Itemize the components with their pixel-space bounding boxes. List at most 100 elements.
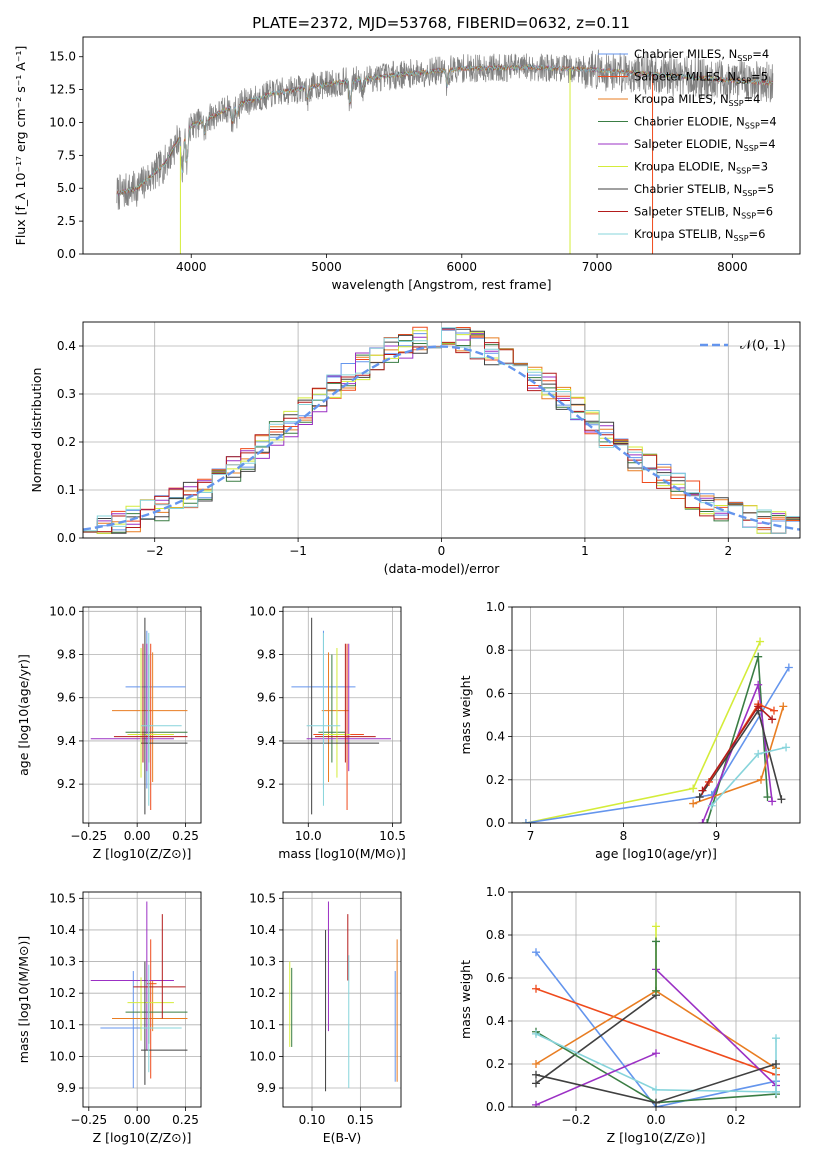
tick-label-y: 0.4 [486,1014,505,1028]
weight-marker [754,680,763,689]
weight-marker [779,702,788,711]
tick-label-x: 10.0 [295,829,322,843]
tick-label-y: 10.1 [49,1018,76,1032]
axes-frame [82,36,801,255]
axis-label-x: Z [log10(Z/Z⊙)] [607,1130,706,1145]
legend-label: Kroupa ELODIE, NSSP=3 [634,160,768,176]
tick-label-x: −0.2 [561,1113,590,1127]
weight-marker [532,948,540,957]
tick-label-x: 2 [724,544,732,558]
tick-label-x: 8000 [717,260,748,274]
tick-label-y: 10.5 [49,891,76,905]
weight-marker [532,1029,540,1038]
tick-label-y: 0.2 [486,1057,505,1071]
weight-line [699,708,783,800]
weight-marker [782,743,791,752]
weight-marker [768,797,777,806]
tick-label-y: 9.9 [57,1081,76,1095]
tick-label-y: 0.8 [486,928,505,942]
tick-label-x: 0 [438,544,446,558]
weight-line [535,1052,657,1106]
tick-label-y: 9.2 [57,777,76,791]
panel-mass-vs-Z: −0.25 0.00 0.25 9.9 10.0 10.1 10.2 10.3 10.4 10.5… [16,891,202,1145]
legend-label: Kroupa STELIB, NSSP=6 [634,227,765,243]
tick-label-y: 10.1 [249,1018,276,1032]
tick-label-y: 10.0 [49,1049,76,1063]
tick-label-x: −2 [146,544,164,558]
weight-marker [689,799,698,808]
panel-age-vs-mass: 10.0 10.5 9.2 9.4 9.6 9.8 10.0 mass [log10(M/M⊙… [249,604,406,861]
legend-label: 𝒩(0, 1) [740,337,786,352]
tick-label-y: 10.0 [49,604,76,618]
tick-label-x: −1 [289,544,307,558]
tick-label-x: 7000 [582,260,613,274]
panel-residuals: −2 −1 0 1 2 0.0 0.1 0.2 0.3 0.4 (data-model)/error… [29,321,801,576]
tick-label-y: 10.0 [49,115,76,129]
tick-label-y: 10.3 [49,955,76,969]
axis-label-y: mass [log10(M/M⊙)] [16,936,31,1064]
tick-label-y: 2.5 [57,214,76,228]
axis-label-y: mass weight [458,960,473,1039]
legend-label: Salpeter ELODIE, NSSP=4 [634,137,776,153]
tick-label-y: 0.0 [57,247,76,261]
normal-curve [83,345,800,531]
tick-label-x: 0.0 [646,1113,665,1127]
tick-label-x: 0.25 [172,1113,199,1127]
tick-label-x: −0.25 [70,829,107,843]
tick-label-y: 0.1 [57,483,76,497]
tick-label-y: 9.4 [257,734,276,748]
model-spectrum [116,64,773,196]
tick-label-y: 0.0 [57,531,76,545]
panel-spectrum: 4000 5000 6000 7000 8000 0.0 2.5 5.0 7.5 10.0 12.5… [13,36,801,292]
tick-label-y: 9.4 [57,734,76,748]
weight-marker [707,801,716,810]
tick-label-x: 0.2 [726,1113,745,1127]
legend-label: Salpeter STELIB, NSSP=6 [634,205,773,221]
tick-label-y: 0.4 [57,339,76,353]
weight-marker [652,922,660,931]
plot-area-weight-vs-Z [532,922,780,1107]
tick-label-y: 15.0 [49,50,76,64]
weight-marker [652,1049,660,1058]
panel-weight-vs-Z: −0.2 0.0 0.2 0.0 0.2 0.4 0.6 0.8 1.0 Z [log10(Z/Z… [458,885,801,1145]
tick-label-y: 9.9 [257,1081,276,1095]
axis-label-x: wavelength [Angstrom, rest frame] [331,277,551,292]
legend-label: Salpeter MILES, NSSP=5 [634,70,768,86]
tick-label-y: 10.4 [49,923,76,937]
weight-line [525,641,761,823]
axis-label-y: age [log10(age/yr)] [16,654,31,776]
tick-label-y: 7.5 [57,148,76,162]
legend-label: Chabrier MILES, NSSP=4 [634,47,769,63]
weight-marker [763,793,772,802]
model-spectrum [116,64,773,196]
tick-label-y: 10.0 [249,604,276,618]
tick-label-x: 1 [581,544,589,558]
tick-label-y: 0.0 [486,1100,505,1114]
tick-label-y: 9.6 [257,691,276,705]
weight-marker [754,749,763,758]
tick-label-y: 12.5 [49,83,76,97]
legend-label: Kroupa MILES, NSSP=4 [634,92,760,108]
weight-marker [532,984,540,993]
weight-marker [698,786,707,795]
weight-marker [652,1098,660,1107]
tick-label-x: 10.5 [379,829,406,843]
tick-label-y: 1.0 [486,600,505,614]
tick-label-y: 5.0 [57,181,76,195]
axis-label-x: E(B-V) [323,1130,362,1145]
axis-label-y: mass weight [458,675,473,754]
legend-label: Chabrier ELODIE, NSSP=4 [634,115,777,131]
weight-marker [532,1070,540,1079]
tick-label-x: −0.25 [70,1113,107,1127]
plot-area-age-vs-mass [283,617,391,815]
model-spectrum [116,64,773,197]
weight-marker [772,1087,780,1096]
panel-mass-vs-ebv: 0.10 0.15 9.9 10.0 10.1 10.2 10.3 10.4 10.5 E(B-V… [249,891,402,1145]
plot-area-mass-vs-Z [90,901,188,1089]
axis-label-x: mass [log10(M/M⊙)] [278,846,406,861]
panel-weight-vs-age: 7 8 9 0.0 0.2 0.4 0.6 0.8 1.0 age [log10(age/yr)]… [458,600,801,861]
tick-label-y: 0.2 [486,773,505,787]
tick-label-y: 9.6 [57,691,76,705]
axes-frame [82,891,202,1108]
axis-label-x: Z [log10(Z/Z⊙)] [93,1130,192,1145]
